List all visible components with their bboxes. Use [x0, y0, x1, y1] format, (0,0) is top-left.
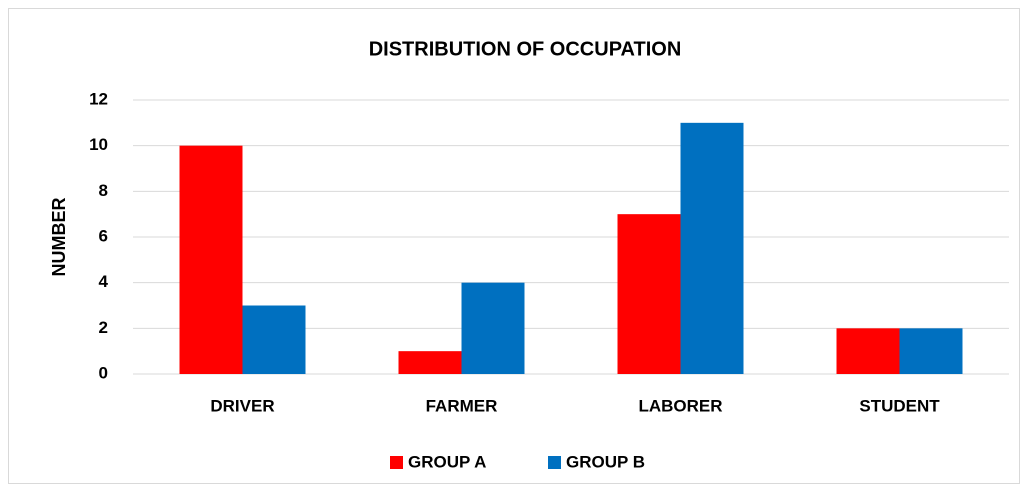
- legend-label: GROUP A: [408, 452, 486, 471]
- y-axis-label: NUMBER: [49, 198, 69, 277]
- y-tick-label: 10: [89, 135, 108, 154]
- bar: [179, 145, 243, 374]
- y-tick-label: 12: [89, 89, 108, 108]
- legend-label: GROUP B: [566, 452, 645, 471]
- chart-border: [8, 8, 1020, 484]
- x-tick-label: FARMER: [426, 396, 498, 415]
- bar: [398, 351, 462, 374]
- y-tick-label: 4: [99, 272, 109, 291]
- chart-title: DISTRIBUTION OF OCCUPATION: [369, 38, 682, 60]
- bar: [680, 122, 744, 374]
- y-tick-label: 6: [99, 226, 108, 245]
- bar: [899, 328, 963, 374]
- y-tick-label: 0: [99, 363, 108, 382]
- legend-swatch: [390, 456, 403, 469]
- bar: [242, 305, 306, 374]
- x-tick-label: DRIVER: [210, 396, 274, 415]
- bar: [461, 282, 525, 374]
- legend-swatch: [548, 456, 561, 469]
- y-tick-label: 8: [99, 181, 108, 200]
- bar: [617, 214, 681, 374]
- y-tick-label: 2: [99, 318, 108, 337]
- bar: [836, 328, 900, 374]
- x-tick-label: STUDENT: [859, 396, 940, 415]
- x-tick-label: LABORER: [638, 396, 722, 415]
